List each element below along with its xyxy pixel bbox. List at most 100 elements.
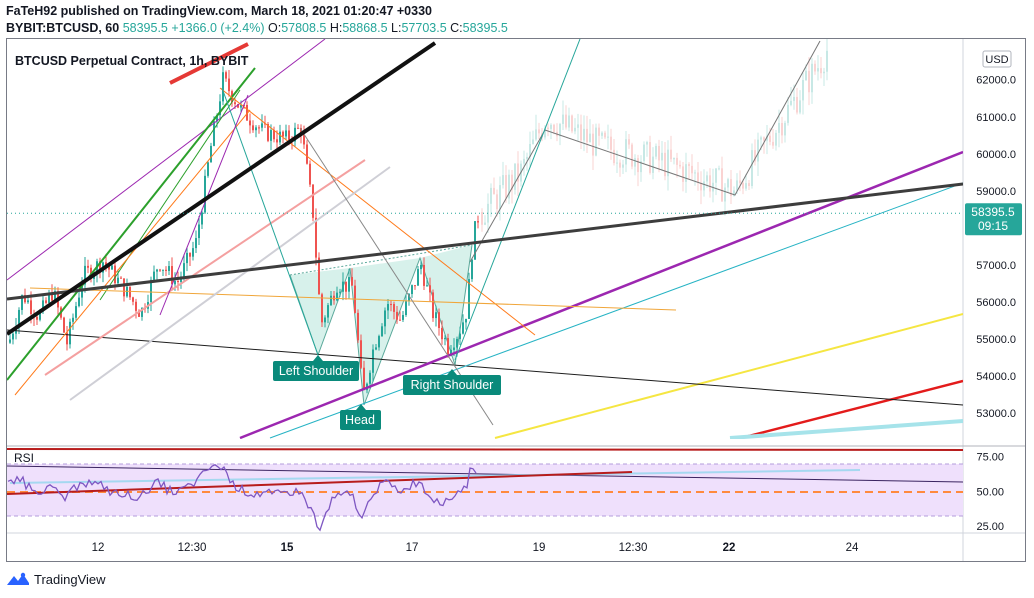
price-tick-label: 56000.0 <box>976 297 1016 309</box>
ghost-candle-body <box>742 183 744 189</box>
orange-descending-line <box>219 87 536 336</box>
candle-body <box>87 265 89 268</box>
candle-body <box>390 304 392 306</box>
chart-frame <box>6 38 1026 562</box>
ghost-candle-body <box>646 142 648 145</box>
candle-body <box>228 78 230 92</box>
high-label: H: <box>329 21 343 35</box>
time-axis[interactable]: 12 12:30 15 17 19 12:30 22 24 <box>92 542 859 554</box>
candle-body <box>198 224 200 239</box>
head-text: Head <box>345 413 375 427</box>
change-text: +1366.0 (+2.4%) <box>171 21 265 35</box>
candle-body <box>411 285 413 295</box>
ghost-candle-body <box>574 127 576 132</box>
black-trendline <box>7 41 437 336</box>
high-value: 58868.5 <box>342 21 388 35</box>
candle-body <box>297 127 299 129</box>
time-tick-label: 17 <box>406 542 419 554</box>
label-left-shoulder: Left Shoulder <box>273 355 359 381</box>
candle-body <box>351 277 353 286</box>
orange-horizontal-line <box>29 287 677 311</box>
ghost-candle-body <box>820 68 822 74</box>
low-label: L: <box>391 21 402 35</box>
ghost-candle-body <box>793 96 795 101</box>
candle-body <box>204 175 206 213</box>
ghost-candle-body <box>784 122 786 136</box>
candle-body <box>459 333 461 339</box>
ghost-candle-body <box>580 124 582 141</box>
candle-body <box>201 212 203 225</box>
candle-body <box>36 316 38 320</box>
ghost-candle-body <box>703 181 705 191</box>
ghost-candle-body <box>514 163 516 190</box>
descending-black-line <box>7 329 963 406</box>
price-axis[interactable]: 53000.054000.055000.056000.057000.058000… <box>976 75 1016 420</box>
ghost-candle-body <box>490 187 492 204</box>
ghost-candle-body <box>616 162 618 164</box>
candle-body <box>381 326 383 337</box>
close-label: C: <box>450 21 463 35</box>
candle-body <box>129 286 131 298</box>
candle-body <box>75 306 77 318</box>
ghost-candle-body <box>496 194 498 210</box>
candle-body <box>393 304 395 312</box>
ghost-candle-body <box>604 132 606 138</box>
rsi-title: RSI <box>14 451 34 465</box>
candle-body <box>285 130 287 137</box>
candle-body <box>111 265 113 270</box>
candle-body <box>246 104 248 121</box>
ghost-candle-body <box>724 187 726 202</box>
ghost-candle-body <box>730 179 732 196</box>
yellow-trendline <box>494 313 963 439</box>
ghost-candle-body <box>601 132 603 136</box>
ghost-candle-body <box>568 115 570 128</box>
candle-body <box>441 327 443 340</box>
candle-body <box>39 311 41 320</box>
rsi-line <box>7 464 477 532</box>
candle-body <box>282 131 284 137</box>
candle-body <box>69 321 71 345</box>
candle-body <box>456 338 458 348</box>
rsi-black-trendline <box>7 465 963 483</box>
rsi-axis[interactable]: 25.00 50.00 75.00 <box>976 452 1004 533</box>
candle-body <box>174 280 176 285</box>
light-blue-trendline <box>729 419 963 439</box>
ghost-candle-body <box>499 185 501 210</box>
candle-body <box>402 314 404 320</box>
candle-body <box>27 300 29 303</box>
ghost-candle-body <box>550 124 552 129</box>
ghost-candle-body <box>688 164 690 166</box>
candle-body <box>348 277 350 292</box>
ghost-candle-body <box>664 152 666 177</box>
candle-body <box>78 297 80 307</box>
candle-body <box>168 266 170 271</box>
right-shoulder-text: Right Shoulder <box>411 378 494 392</box>
candle-body <box>345 281 347 292</box>
candle-body <box>63 317 65 333</box>
candle-body <box>474 221 476 260</box>
green-trendline <box>7 67 256 381</box>
ghost-candle-body <box>565 114 567 128</box>
candle-body <box>417 269 419 286</box>
candle-body <box>105 262 107 266</box>
ghost-candle-body <box>631 144 633 167</box>
time-tick-label: 24 <box>846 542 859 554</box>
symbol-label: BYBIT:BTCUSD, 60 <box>6 21 120 35</box>
ghost-candle-body <box>505 175 507 199</box>
candle-body <box>192 248 194 257</box>
candlestick-series <box>9 66 479 394</box>
candle-body <box>225 72 227 79</box>
teal-swing-line <box>221 87 319 356</box>
ghost-candle-body <box>808 70 810 93</box>
candle-body <box>12 333 14 340</box>
candle-body <box>387 304 389 311</box>
purple-upper-line <box>7 39 326 281</box>
rsi-tick-label: 50.00 <box>976 486 1004 498</box>
candle-body <box>189 252 191 257</box>
currency-box[interactable] <box>982 50 1012 68</box>
candle-body <box>438 312 440 328</box>
candle-body <box>447 338 449 354</box>
footer-brand: TradingView <box>34 571 106 587</box>
candle-body <box>258 127 260 129</box>
